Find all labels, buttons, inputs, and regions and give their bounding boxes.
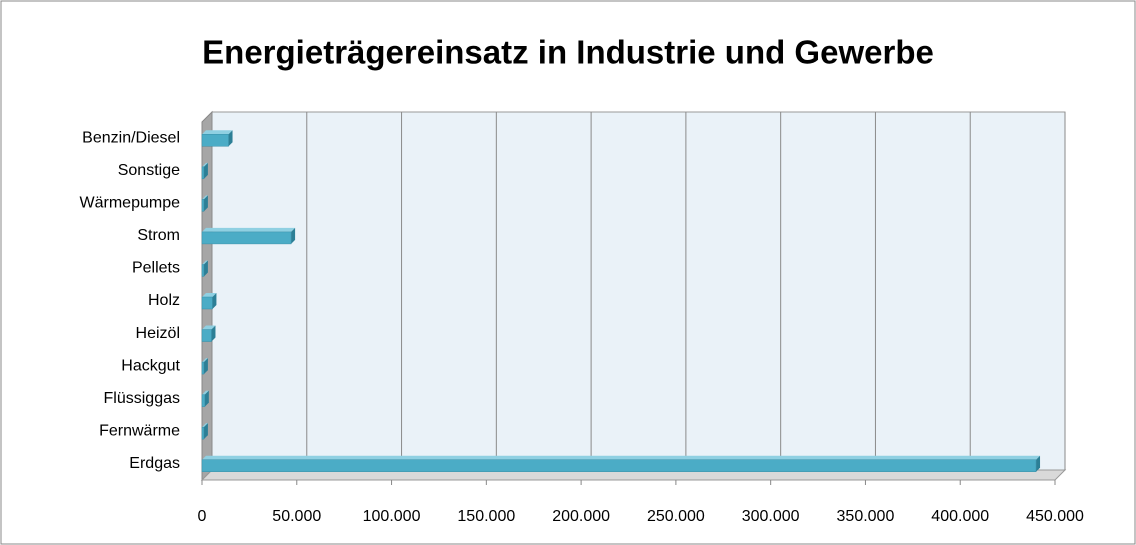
y-tick-label: Sonstige [118, 162, 180, 179]
bar-side [203, 423, 208, 440]
bar [201, 166, 205, 180]
bar [201, 361, 205, 375]
bar [201, 199, 205, 212]
bar [201, 264, 205, 277]
bar-top [202, 390, 209, 395]
y-tick-label: Pellets [132, 260, 180, 277]
bar-top [202, 227, 296, 232]
x-tick-label: 50.000 [272, 508, 321, 525]
bar-side [291, 227, 296, 244]
bar-side [211, 325, 216, 342]
x-tick-label: 0 [198, 508, 207, 525]
y-tick-label: Heizöl [136, 325, 180, 342]
bar-side [203, 260, 208, 277]
bar-side [203, 358, 208, 375]
bar [201, 394, 206, 407]
bar-side [203, 195, 208, 212]
bar-top [202, 162, 208, 167]
back-wall [211, 111, 1066, 471]
bar-top [202, 260, 208, 265]
x-tick-label: 350.000 [837, 508, 895, 525]
bar-top [202, 195, 208, 200]
bar-top [202, 423, 208, 428]
bar [201, 296, 213, 310]
x-tick-label: 100.000 [363, 508, 421, 525]
y-tick-label: Holz [148, 292, 180, 309]
bar [201, 231, 292, 245]
bar [201, 459, 1037, 472]
y-tick-label: Hackgut [121, 357, 180, 374]
y-tick-label: Fernwärme [99, 422, 180, 439]
bar-side [1036, 455, 1041, 472]
x-tick-label: 450.000 [1026, 508, 1084, 525]
x-tick-label: 400.000 [931, 508, 989, 525]
x-tick-label: 250.000 [647, 508, 705, 525]
x-tick-label: 150.000 [457, 508, 515, 525]
bar-top [202, 455, 1041, 460]
bar-top [202, 293, 217, 297]
y-tick-label: Erdgas [129, 455, 180, 472]
bar [201, 134, 229, 147]
x-tick-label: 200.000 [552, 508, 610, 525]
bar-top [202, 130, 233, 135]
y-tick-label: Strom [137, 227, 180, 244]
bar [201, 329, 212, 342]
bar-side [212, 293, 217, 309]
bar-side [204, 390, 209, 407]
bar-top [202, 325, 216, 330]
chart-title: Energieträgereinsatz in Industrie und Ge… [202, 34, 934, 71]
bar-side [228, 130, 233, 147]
y-tick-label: Flüssiggas [104, 390, 180, 407]
x-tick-label: 300.000 [742, 508, 800, 525]
y-tick-label: Benzin/Diesel [82, 129, 180, 146]
bar-side [203, 162, 208, 179]
bar-top [202, 358, 208, 363]
bar [201, 426, 205, 440]
y-tick-label: Wärmepumpe [80, 195, 181, 212]
